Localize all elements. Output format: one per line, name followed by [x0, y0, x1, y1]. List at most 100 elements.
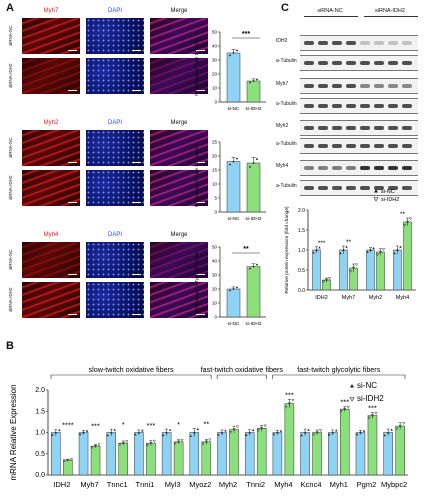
- blot-band-7-6: [388, 186, 398, 190]
- row-label-1-1: siRNA-IDH2: [8, 175, 13, 201]
- point-4-0-1-1: [66, 458, 70, 462]
- point-4-9-1-2: [319, 429, 323, 433]
- chart-protein-expression: 0.0 0.5 1.0 1.5 2.0 Relative protein expressi…: [284, 189, 416, 301]
- blot-band-4-2: [332, 126, 342, 130]
- micrograph-0-1-0: [22, 58, 80, 94]
- point-4-10-1-0: [339, 409, 343, 413]
- blot-band-3-4: [360, 104, 370, 108]
- point-3-0-1-0: [321, 280, 326, 284]
- point-0-1-0: [249, 81, 251, 84]
- bar-4-5-1: [201, 441, 212, 476]
- blot-band-6-6: [388, 166, 398, 170]
- blot-strip-7: [300, 180, 418, 196]
- blot-strip-5: [300, 138, 418, 154]
- blot-strip-0: [300, 35, 418, 51]
- blot-band-7-2: [332, 186, 342, 190]
- blot-header-line-nc: [304, 16, 358, 17]
- point-3-2-0-0: [366, 250, 369, 253]
- point-1-0-2: [236, 157, 238, 160]
- blot-band-4-4: [360, 126, 370, 130]
- point-4-5-0-1: [193, 431, 196, 434]
- micrograph-2-1-2: [150, 282, 208, 318]
- point-4-2-1-0: [118, 443, 122, 447]
- y-tick-label-2-2: 20: [212, 287, 218, 292]
- blot-band-0-2: [332, 41, 342, 45]
- bar-4-7-0: [244, 432, 255, 476]
- point-3-3-0-2: [399, 245, 402, 248]
- bar-4-9-0: [300, 432, 310, 476]
- bar-4-7-1: [256, 428, 267, 476]
- point-4-1-0-0: [78, 433, 82, 436]
- blot-band-7-5: [374, 186, 384, 190]
- blot-band-2-5: [374, 84, 384, 88]
- y-tick-label-4-1: 0.5: [35, 451, 45, 458]
- bar-4-9-1: [312, 432, 322, 476]
- bar-4-2-1: [118, 442, 128, 476]
- header-marker-0: Myh7: [43, 8, 59, 14]
- chart-myh7-percentage: 0 10 20 30 40 50 Percentage of Type 1° nuclei s…: [194, 30, 266, 112]
- point-2-1-2: [256, 263, 258, 266]
- bar-0-0: [226, 52, 241, 103]
- point-0-1-1: [252, 80, 255, 82]
- point-3-3-1-2: [408, 217, 413, 221]
- y-tick-label-2-5: 50: [212, 245, 218, 250]
- point-4-8-0-1: [276, 431, 279, 434]
- chart-mrna-expression: 0.0 0.5 1.0 1.5 2.0 mRNA Relative Expression I…: [9, 365, 408, 489]
- bar-4-3-1: [146, 442, 156, 476]
- y-tick-label-1-2: 10: [212, 182, 218, 187]
- point-4-3-1-1: [149, 441, 153, 445]
- blot-band-5-1: [318, 144, 328, 148]
- point-3-0-0-0: [312, 251, 315, 254]
- sig-label-4-10: ***: [340, 398, 349, 407]
- micrograph-1-1-0: [22, 170, 80, 206]
- blot-band-2-7: [402, 84, 412, 88]
- legend-marker-3-0: [374, 189, 378, 193]
- point-4-11-1-2: [374, 411, 378, 415]
- blot-band-0-0: [304, 41, 314, 45]
- point-2-0-2: [236, 286, 238, 289]
- group-label-4-1: fast-twitch oxidative fibers: [201, 365, 284, 374]
- bar-3-3-0: [393, 249, 402, 291]
- bar-4-11-0: [355, 432, 366, 476]
- header-dapi-2: DAPI: [107, 232, 122, 238]
- point-4-0-0-1: [54, 431, 58, 434]
- row-label-0-1: siRNA-IDH2: [8, 63, 13, 89]
- point-4-7-1-1: [260, 427, 264, 430]
- micrograph-2-0-1: [86, 242, 144, 278]
- micrograph-2-0-0: [22, 242, 80, 278]
- x-tick-label-4-2: Tnnc1: [107, 480, 128, 489]
- blot-band-2-1: [318, 84, 328, 88]
- point-4-8-1-1: [287, 402, 291, 406]
- blot-band-6-0: [304, 166, 314, 170]
- point-4-3-1-2: [152, 439, 156, 443]
- bar-0-1: [246, 80, 261, 103]
- micrograph-0-1-2: [150, 58, 208, 94]
- sig-label-4-2: *: [122, 420, 125, 429]
- y-tick-label-2-3: 30: [212, 273, 218, 278]
- y-tick-label-1-3: 15: [212, 168, 218, 173]
- x-tick-label-1-0: si-NC: [228, 216, 241, 222]
- blot-band-3-0: [304, 104, 314, 108]
- row-label-2-1: siRNA-IDH2: [8, 287, 13, 313]
- bar-4-0-1: [63, 459, 73, 476]
- point-4-0-1-2: [69, 458, 73, 462]
- point-4-2-0-1: [110, 431, 113, 434]
- point-4-4-0-0: [161, 434, 165, 437]
- point-4-4-1-0: [173, 442, 177, 446]
- x-tick-label-3-3: Myh4: [396, 295, 409, 301]
- point-4-12-1-0: [395, 427, 399, 431]
- point-4-10-0-0: [328, 433, 331, 436]
- x-tick-label-4-7: Tnni2: [246, 480, 265, 489]
- point-3-2-1-1: [378, 250, 383, 254]
- blot-band-5-7: [402, 144, 412, 148]
- point-1-1-2: [256, 158, 258, 160]
- point-1-1-0: [249, 166, 251, 168]
- bar-4-8-0: [272, 432, 283, 476]
- blot-band-2-6: [388, 84, 398, 88]
- point-3-1-0-0: [339, 252, 342, 255]
- micrograph-1-0-1: [86, 130, 144, 166]
- point-4-12-0-0: [383, 434, 386, 437]
- bar-4-4-1: [173, 441, 184, 476]
- blot-band-6-7: [402, 166, 412, 170]
- point-4-2-1-1: [121, 441, 125, 445]
